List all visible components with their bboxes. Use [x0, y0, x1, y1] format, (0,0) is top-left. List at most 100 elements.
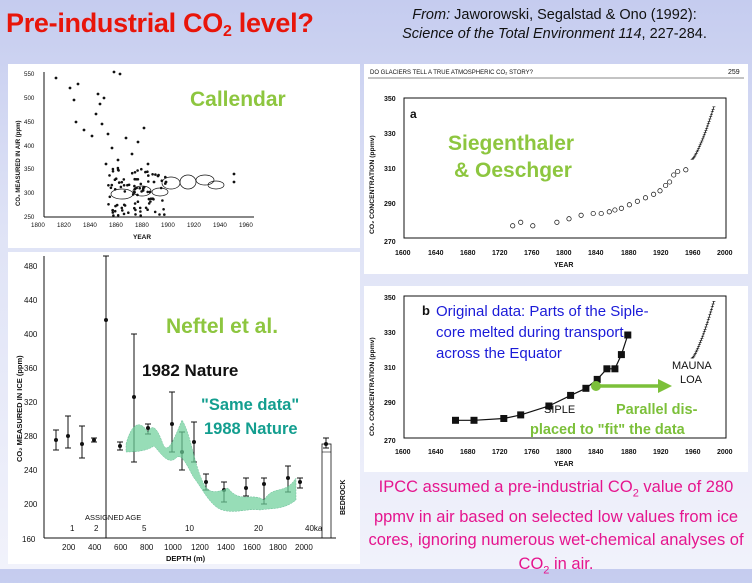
callendar-xtick: 1860 — [109, 222, 123, 229]
callendar-point — [134, 213, 137, 216]
callendar-point — [142, 126, 146, 130]
siegenthaler-point — [606, 209, 612, 215]
siegenthaler-xtick: 1840 — [588, 250, 604, 257]
callendar-point — [232, 180, 236, 184]
callendar-point — [108, 174, 111, 177]
siple-xtick: 1680 — [460, 449, 476, 456]
callendar-point — [118, 72, 122, 76]
siple-xtick: 1960 — [685, 449, 701, 456]
neftel-xtick: 1200 — [191, 543, 209, 552]
neftel-panel: CO₂ MEASURED IN ICE (ppm) 480 440 400 36… — [8, 252, 360, 564]
callendar-point — [133, 171, 137, 174]
callendar-point — [141, 189, 145, 192]
siegenthaler-ytick: 330 — [384, 131, 396, 138]
callendar-point — [122, 212, 126, 216]
siegenthaler-xtick: 1720 — [492, 250, 508, 257]
siple-xtick: 1760 — [524, 449, 540, 456]
callendar-point — [74, 120, 78, 124]
callendar-point — [122, 178, 126, 181]
siegenthaler-xtick: 1760 — [524, 250, 540, 257]
mauna-loa-line — [691, 301, 715, 359]
siegenthaler-point — [578, 212, 584, 218]
siple-point — [582, 384, 590, 392]
callendar-point — [111, 209, 114, 212]
mauna-loa-label-line1: MAUNA — [672, 360, 712, 372]
neftel-point — [298, 480, 302, 484]
callendar-xtick: 1940 — [213, 222, 227, 229]
mauna-loa-line — [691, 106, 715, 160]
neftel-xtick: 1800 — [269, 543, 287, 552]
siple-xtick: 1800 — [556, 449, 572, 456]
bedrock-bar — [321, 443, 332, 539]
siegenthaler-xtick: 1800 — [556, 250, 572, 257]
callendar-point — [113, 209, 117, 213]
neftel-point — [146, 426, 150, 430]
siegenthaler-panel: DO GLACIERS TELL A TRUE ATMOSPHERIC CO₂ … — [364, 64, 748, 274]
callendar-point — [136, 169, 139, 172]
siegenthaler-point — [518, 219, 524, 225]
callendar-point — [107, 203, 110, 206]
callendar-point — [112, 214, 115, 217]
neftel-label: Neftel et al. — [166, 315, 278, 338]
siple-point — [603, 365, 611, 373]
siple-ytick: 270 — [384, 438, 396, 445]
neftel-ytick: 480 — [24, 262, 38, 271]
callendar-point — [149, 200, 152, 203]
siple-xtick: 2000 — [717, 449, 733, 456]
mauna-loa-label-line2: LOA — [680, 374, 703, 386]
siple-point — [593, 375, 601, 383]
siegenthaler-point — [626, 202, 632, 208]
siple-point — [470, 416, 478, 424]
callendar-point — [133, 184, 136, 188]
siegenthaler-point — [675, 168, 681, 175]
neftel-xlabel: DEPTH (m) — [166, 554, 206, 563]
callendar-point — [136, 140, 140, 144]
siple-note-line2: core melted during transport — [436, 324, 624, 341]
callendar-point — [139, 214, 142, 217]
siegenthaler-ytick: 350 — [384, 96, 396, 103]
callendar-point — [114, 204, 117, 208]
siegenthaler-point — [683, 167, 689, 173]
neftel-ylabel: CO₂ MEASURED IN ICE (ppm) — [15, 355, 24, 462]
siple-ytick: 310 — [384, 365, 396, 372]
callendar-point — [147, 174, 150, 177]
callendar-xtick: 1840 — [83, 222, 97, 229]
siegenthaler-chart: DO GLACIERS TELL A TRUE ATMOSPHERIC CO₂ … — [368, 69, 744, 269]
siegenthaler-ytick: 310 — [384, 166, 396, 173]
neftel-point — [92, 438, 96, 442]
neftel-xtick: 400 — [88, 543, 102, 552]
callendar-xlabel: YEAR — [133, 234, 151, 241]
siegenthaler-point — [642, 195, 649, 201]
neftel-ytick: 160 — [22, 535, 36, 544]
callendar-point — [112, 70, 116, 74]
siple-ylabel: CO₂ CONCENTRATION (ppmv) — [369, 337, 376, 436]
neftel-point — [262, 482, 266, 486]
siegenthaler-label-line2: & Oeschger — [454, 159, 572, 182]
neftel-point — [244, 486, 248, 490]
callendar-point — [130, 171, 134, 175]
callendar-point — [111, 167, 115, 171]
callendar-point — [134, 178, 138, 181]
siple-chart: CO₂ CONCENTRATION (ppmv) 350 330 310 290… — [369, 295, 733, 468]
callendar-point — [72, 98, 76, 102]
siple-label: SIPLE — [544, 404, 575, 416]
callendar-point — [144, 170, 147, 174]
siple-xtick: 1600 — [395, 449, 411, 456]
siple-xtick: 1880 — [621, 449, 637, 456]
neftel-xtick: 1400 — [217, 543, 235, 552]
siegenthaler-xtick: 1960 — [685, 250, 701, 257]
neftel-point — [104, 318, 108, 322]
callendar-point — [146, 208, 149, 211]
siple-ytick: 290 — [384, 400, 396, 407]
callendar-point — [161, 199, 164, 202]
siple-xtick: 1720 — [492, 449, 508, 456]
callendar-point — [134, 208, 137, 212]
siple-point — [500, 415, 508, 422]
callendar-point — [139, 210, 142, 213]
neftel-xtick: 1000 — [164, 543, 182, 552]
callendar-point — [146, 190, 149, 194]
siple-point — [617, 351, 625, 359]
callendar-point — [151, 173, 154, 176]
siple-panel: CO₂ CONCENTRATION (ppmv) 350 330 310 290… — [364, 286, 748, 472]
callendar-point — [164, 182, 167, 185]
